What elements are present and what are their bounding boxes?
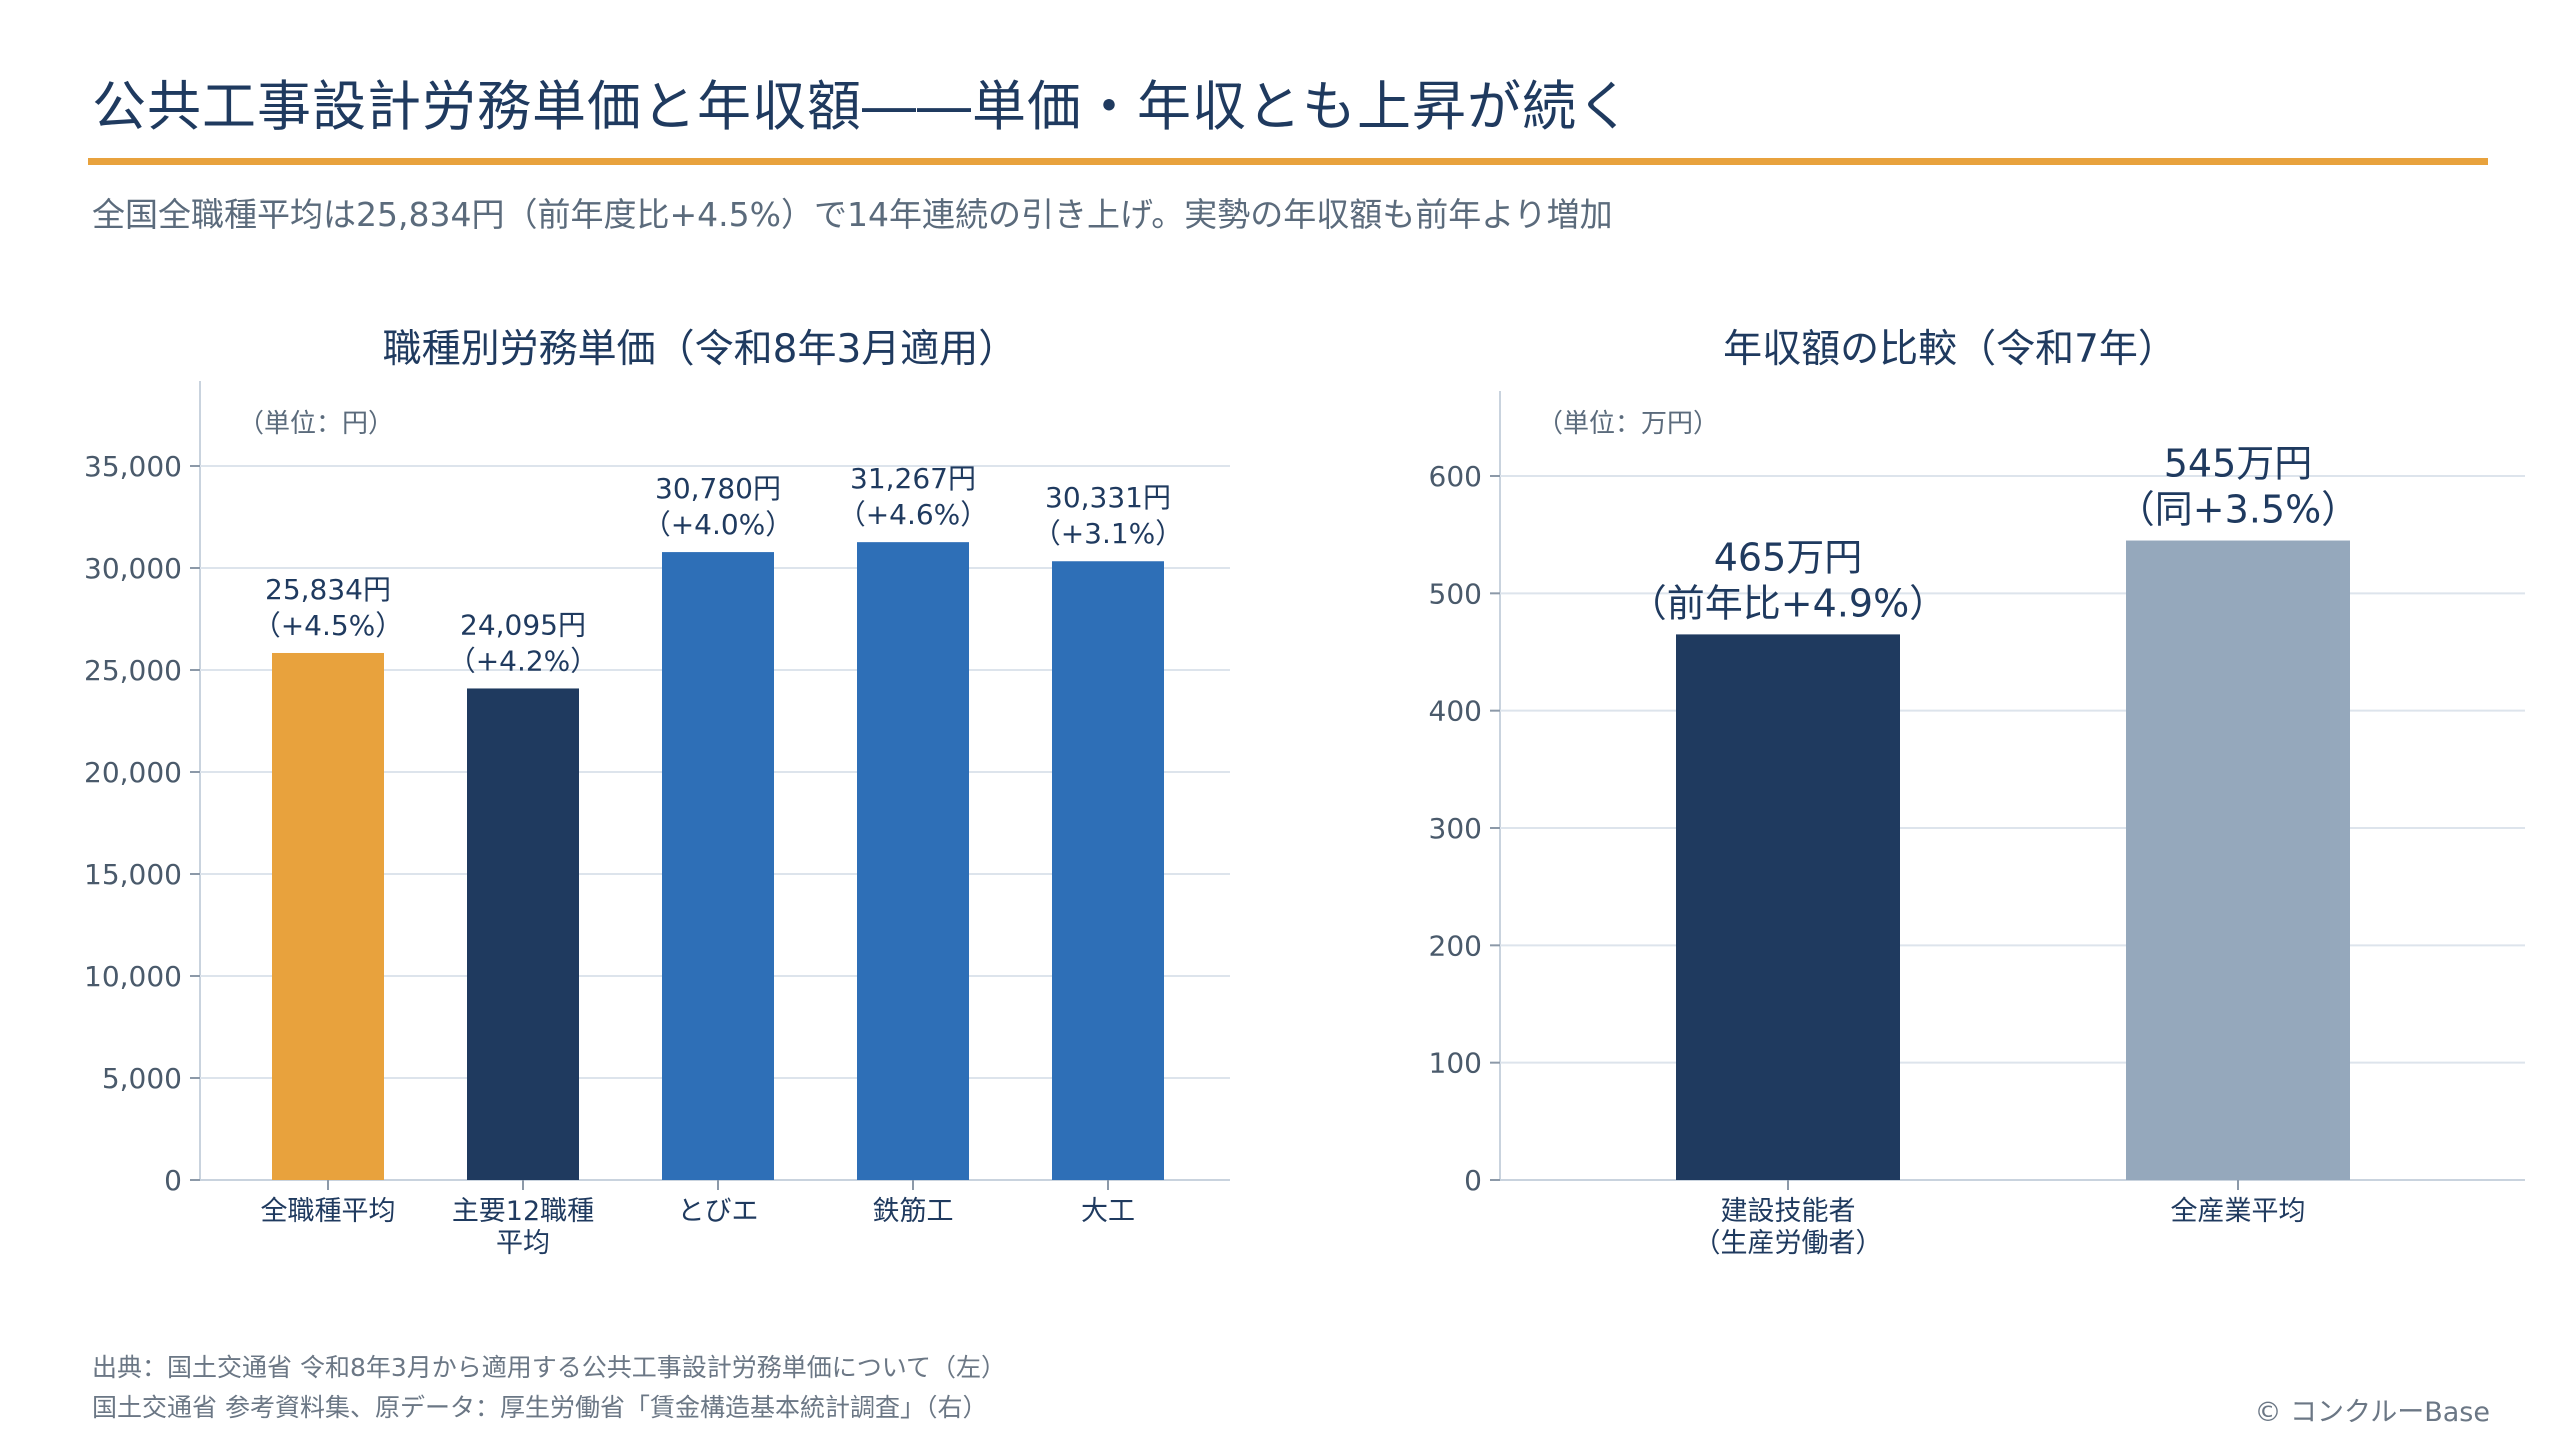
left-category-label: とびエ (678, 1196, 759, 1227)
right-y-tick-label: 400 (1429, 695, 1482, 728)
left-bar-5 (1052, 561, 1164, 1180)
left-category-label: 大工 (1081, 1196, 1135, 1227)
left-value-change-label: （+4.6%） (838, 498, 989, 531)
left-bar-3 (662, 552, 774, 1180)
left-value-label: 31,267円 (850, 462, 976, 495)
right-y-tick-label: 500 (1429, 577, 1482, 610)
right-y-tick-label: 200 (1429, 929, 1482, 962)
left-y-tick-label: 10,000 (84, 960, 182, 993)
right-bar-2 (2126, 540, 2350, 1180)
right-y-tick-label: 600 (1429, 460, 1482, 493)
copyright: © コンクルーBase (2254, 1397, 2490, 1428)
left-category-label: 主要12職種 (452, 1196, 594, 1227)
right-value-label: 545万円 (2164, 442, 2313, 486)
right-unit-label: （単位：万円） (1537, 409, 1719, 439)
left-y-tick-label: 0 (164, 1164, 182, 1197)
left-category-label: 全職種平均 (261, 1196, 396, 1227)
left-y-tick-label: 25,000 (84, 654, 182, 687)
left-bar-1 (272, 652, 384, 1180)
left-y-tick-label: 15,000 (84, 858, 182, 891)
title-divider (88, 158, 2488, 165)
left-value-change-label: （+4.0%） (643, 508, 794, 541)
left-value-change-label: （+4.5%） (253, 609, 404, 642)
right-y-tick-label: 0 (1464, 1164, 1482, 1197)
left-bar-4 (857, 542, 969, 1180)
left-value-label: 30,331円 (1045, 481, 1171, 514)
source-line-2: 国土交通省 参考資料集、原データ：厚生労働省「賃金構造基本統計調査」（右） (92, 1393, 988, 1422)
right-value-change-label: （前年比+4.9%） (1629, 581, 1947, 625)
right-bar-1 (1676, 634, 1900, 1180)
right-category-label: 全産業平均 (2171, 1196, 2306, 1227)
page-title: 公共工事設計労務単価と年収額――単価・年収とも上昇が続く (92, 75, 1632, 138)
right-value-label: 465万円 (1714, 535, 1863, 579)
left-bar-2 (467, 688, 579, 1180)
left-value-change-label: （+4.2%） (448, 644, 599, 677)
left-category-label: 鉄筋工 (873, 1196, 954, 1227)
left-category-label: 平均 (496, 1228, 550, 1259)
left-unit-label: （単位：円） (238, 409, 394, 439)
left-chart-title: 職種別労務単価（令和8年3月適用） (382, 327, 1018, 372)
right-value-change-label: （同+3.5%） (2117, 488, 2359, 532)
left-value-label: 30,780円 (655, 472, 781, 505)
page-subtitle: 全国全職種平均は25,834円（前年度比+4.5%）で14年連続の引き上げ。実勢… (92, 195, 1613, 234)
right-y-tick-label: 100 (1429, 1047, 1482, 1080)
left-y-tick-label: 35,000 (84, 450, 182, 483)
left-y-tick-label: 30,000 (84, 552, 182, 585)
left-y-tick-label: 5,000 (102, 1062, 182, 1095)
source-line-1: 出典：国土交通省 令和8年3月から適用する公共工事設計労務単価について（左） (92, 1353, 1007, 1382)
right-chart-title: 年収額の比較（令和7年） (1723, 327, 2177, 372)
left-y-tick-label: 20,000 (84, 756, 182, 789)
left-value-label: 25,834円 (265, 573, 391, 606)
left-value-label: 24,095円 (460, 608, 586, 641)
right-category-label: 建設技能者 (1721, 1196, 1856, 1227)
right-y-tick-label: 300 (1429, 812, 1482, 845)
left-value-change-label: （+3.1%） (1033, 517, 1184, 550)
right-category-label: （生産労働者） (1694, 1228, 1883, 1259)
